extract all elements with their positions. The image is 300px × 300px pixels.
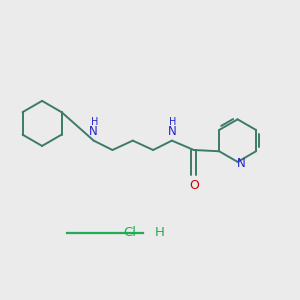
Text: H: H — [91, 116, 98, 127]
Text: Cl: Cl — [123, 226, 136, 239]
Text: N: N — [237, 157, 246, 170]
Text: N: N — [167, 125, 176, 138]
Text: N: N — [89, 125, 98, 138]
Text: O: O — [189, 179, 199, 192]
Text: H: H — [169, 116, 176, 127]
Text: H: H — [154, 226, 164, 239]
